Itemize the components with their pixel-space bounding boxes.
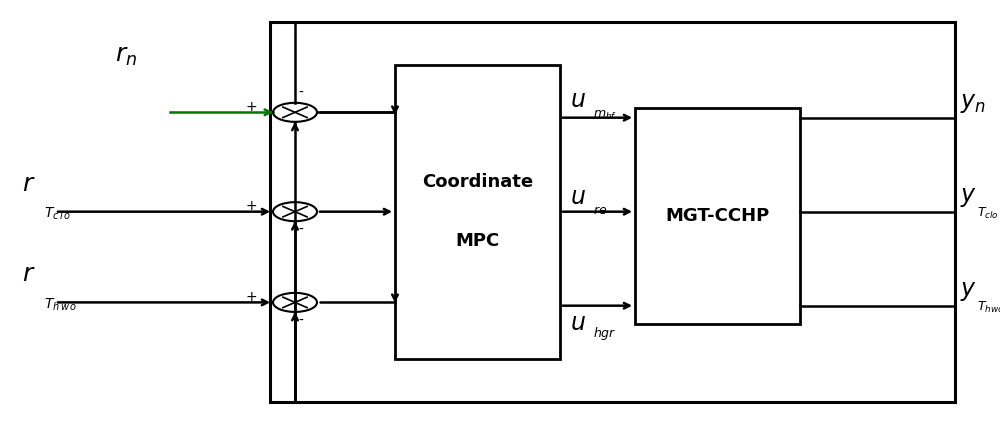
Text: -: - xyxy=(299,223,303,237)
Text: MGT-CCHP: MGT-CCHP xyxy=(665,207,770,225)
Text: +: + xyxy=(245,200,257,213)
Text: $y$: $y$ xyxy=(960,279,977,302)
Text: $u$: $u$ xyxy=(570,184,586,209)
Text: +: + xyxy=(245,100,257,114)
Bar xyxy=(635,108,800,324)
Text: MPC: MPC xyxy=(455,232,500,250)
Text: $m_{bf}$: $m_{bf}$ xyxy=(593,109,617,122)
Text: $u$: $u$ xyxy=(570,89,586,112)
Text: -: - xyxy=(299,86,303,100)
Text: $hgr$: $hgr$ xyxy=(593,325,617,342)
Text: +: + xyxy=(245,290,257,304)
Text: $r$: $r$ xyxy=(22,262,36,286)
Text: $y$: $y$ xyxy=(960,184,977,209)
Text: $T_{hwo}$: $T_{hwo}$ xyxy=(977,300,1000,315)
Text: $r_n$: $r_n$ xyxy=(115,44,137,68)
Text: Coordinate: Coordinate xyxy=(422,173,533,191)
Text: $re$: $re$ xyxy=(593,204,607,217)
Text: $T_{c\,l\,o}$: $T_{c\,l\,o}$ xyxy=(44,206,71,222)
Text: $T_{clo}$: $T_{clo}$ xyxy=(977,206,999,221)
Bar xyxy=(270,22,955,402)
Text: -: - xyxy=(299,314,303,327)
Text: $y_n$: $y_n$ xyxy=(960,91,986,114)
Text: $T_{h\,w\,o}$: $T_{h\,w\,o}$ xyxy=(44,296,77,313)
Bar xyxy=(395,65,560,359)
Text: $r$: $r$ xyxy=(22,172,36,196)
Text: $u$: $u$ xyxy=(570,311,586,335)
